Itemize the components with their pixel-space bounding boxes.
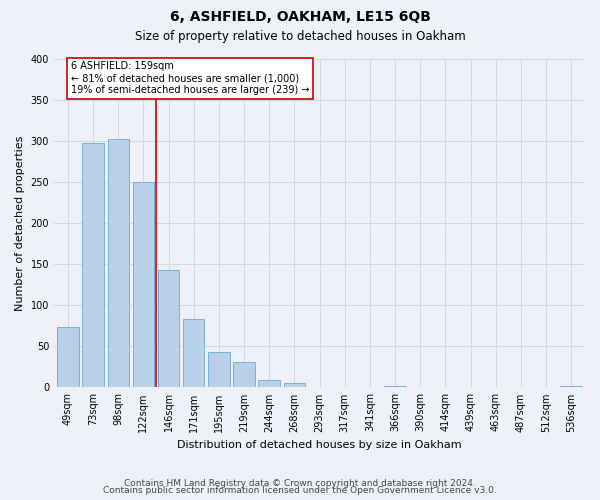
Bar <box>183 320 205 388</box>
Bar <box>107 140 129 388</box>
Bar <box>259 380 280 388</box>
X-axis label: Distribution of detached houses by size in Oakham: Distribution of detached houses by size … <box>177 440 462 450</box>
Text: 6, ASHFIELD, OAKHAM, LE15 6QB: 6, ASHFIELD, OAKHAM, LE15 6QB <box>170 10 430 24</box>
Text: Contains public sector information licensed under the Open Government Licence v3: Contains public sector information licen… <box>103 486 497 495</box>
Bar <box>385 386 406 388</box>
Bar <box>284 382 305 388</box>
Text: Contains HM Land Registry data © Crown copyright and database right 2024.: Contains HM Land Registry data © Crown c… <box>124 478 476 488</box>
Bar <box>560 386 582 388</box>
Y-axis label: Number of detached properties: Number of detached properties <box>15 136 25 311</box>
Bar <box>133 182 154 388</box>
Bar <box>208 352 230 388</box>
Text: 6 ASHFIELD: 159sqm
← 81% of detached houses are smaller (1,000)
19% of semi-deta: 6 ASHFIELD: 159sqm ← 81% of detached hou… <box>71 62 310 94</box>
Bar <box>233 362 255 388</box>
Bar <box>82 142 104 388</box>
Text: Size of property relative to detached houses in Oakham: Size of property relative to detached ho… <box>134 30 466 43</box>
Bar <box>57 328 79 388</box>
Bar <box>158 270 179 388</box>
